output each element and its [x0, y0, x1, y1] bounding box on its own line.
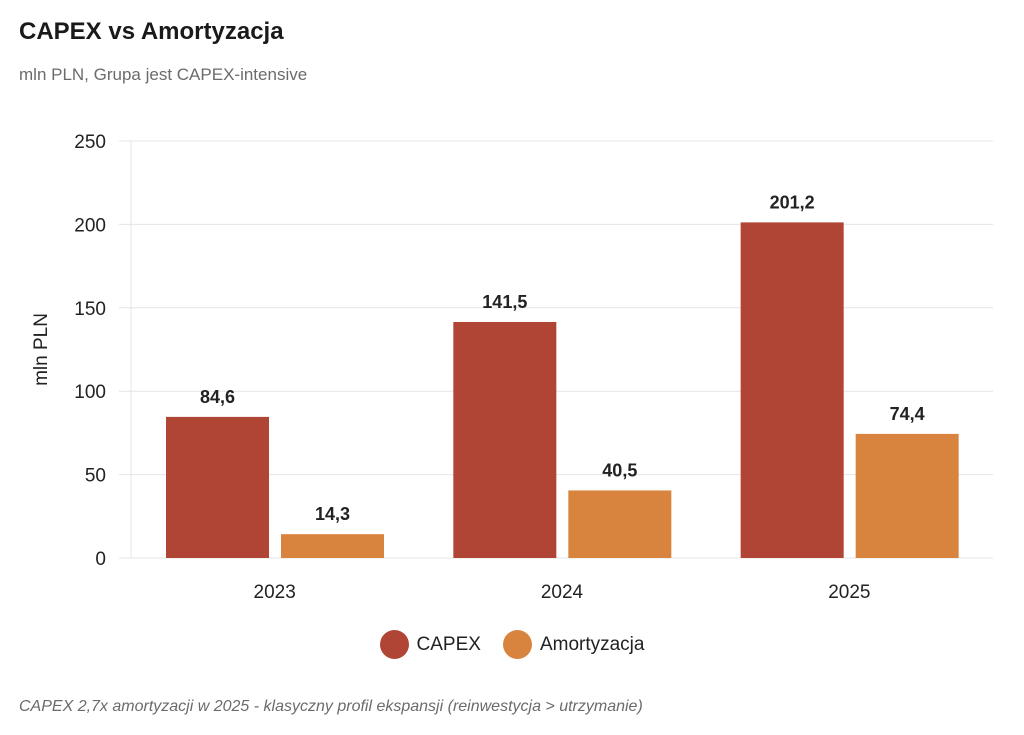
y-tick-label: 100	[74, 382, 106, 403]
x-tick-label: 2025	[828, 582, 870, 603]
y-tick-label: 50	[85, 466, 106, 487]
legend-label-amortyzacja: Amortyzacja	[539, 633, 645, 655]
legend-item-capex[interactable]: CAPEX	[379, 630, 481, 659]
legend-swatch-amortyzacja	[502, 630, 532, 659]
chart-annotation: CAPEX 2,7x amortyzacji w 2025 - klasyczn…	[19, 698, 643, 715]
y-tick-label: 200	[74, 215, 106, 236]
data-label: 74,4	[890, 404, 925, 424]
bar-chart: 0 50 100 150 200 250 mln PLN 2023 84,6 14,3 2024 14…	[31, 132, 993, 603]
data-label: 141,5	[482, 292, 527, 312]
data-label: 40,5	[602, 460, 637, 480]
y-tick-label: 0	[95, 549, 106, 570]
y-tick-label: 250	[74, 132, 106, 153]
legend-swatch-capex	[379, 630, 409, 659]
bar-amortyzacja-2023	[281, 534, 384, 558]
legend: CAPEX Amortyzacja	[0, 630, 1024, 659]
bar-amortyzacja-2024	[568, 490, 672, 558]
chart-title: CAPEX vs Amortyzacja	[19, 18, 284, 45]
data-label: 14,3	[315, 504, 350, 524]
data-label: 201,2	[770, 192, 815, 212]
chart-subtitle: mln PLN, Grupa jest CAPEX-intensive	[19, 65, 308, 84]
x-tick-label: 2024	[541, 582, 584, 603]
y-tick-label: 150	[74, 299, 106, 320]
bar-amortyzacja-2025	[855, 433, 959, 558]
x-tick-label: 2023	[254, 582, 296, 603]
bar-capex-2025	[740, 222, 844, 558]
legend-item-amortyzacja[interactable]: Amortyzacja	[502, 630, 645, 659]
data-label: 84,6	[200, 387, 235, 407]
bar-capex-2023	[166, 416, 269, 558]
bar-capex-2024	[453, 321, 557, 558]
legend-label-capex: CAPEX	[416, 633, 481, 655]
y-axis-label: mln PLN	[31, 313, 52, 386]
